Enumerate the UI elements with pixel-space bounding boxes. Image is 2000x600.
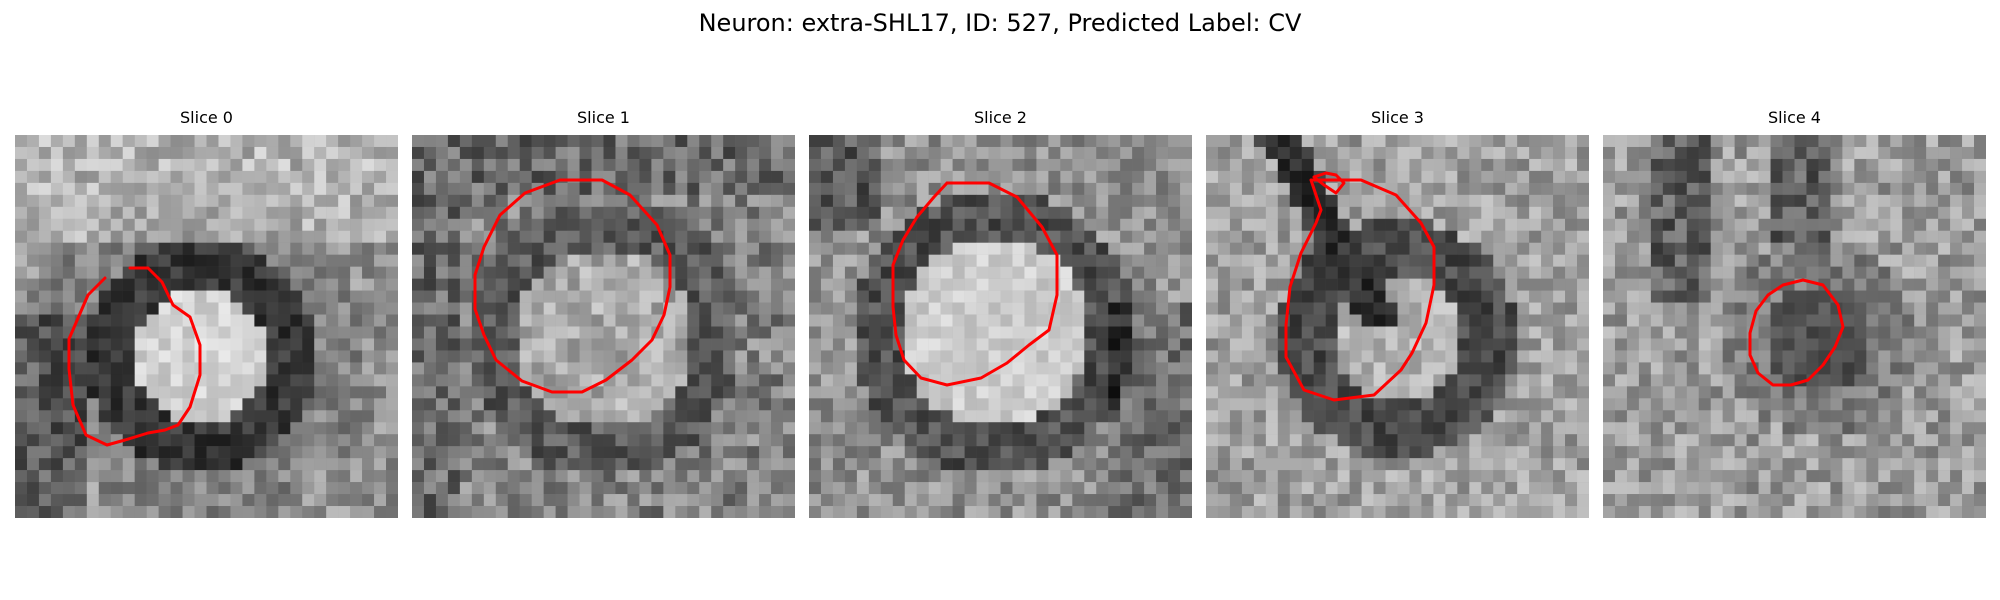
micrograph-pixels bbox=[1603, 135, 1986, 518]
slice-title-4: Slice 4 bbox=[1768, 108, 1821, 127]
slice-image-4 bbox=[1603, 135, 1986, 518]
slice-panel-0: Slice 0 bbox=[15, 108, 398, 520]
slice-panel-4: Slice 4 bbox=[1603, 108, 1986, 520]
segmentation-contour-0 bbox=[67, 266, 202, 447]
micrograph-pixels bbox=[1206, 135, 1589, 518]
slice-title-0: Slice 0 bbox=[180, 108, 233, 127]
micrograph-pixels bbox=[809, 135, 1192, 518]
slice-image-0 bbox=[15, 135, 398, 518]
segmentation-contour-1 bbox=[473, 178, 672, 394]
slice-panel-1: Slice 1 bbox=[412, 108, 795, 520]
slice-image-2 bbox=[809, 135, 1192, 518]
slice-image-3 bbox=[1206, 135, 1589, 518]
slice-title-2: Slice 2 bbox=[974, 108, 1027, 127]
slice-title-1: Slice 1 bbox=[577, 108, 630, 127]
segmentation-contour-2 bbox=[891, 181, 1059, 387]
segmentation-contour-4 bbox=[1748, 278, 1845, 387]
slice-panel-3: Slice 3 bbox=[1206, 108, 1589, 520]
micrograph-pixels bbox=[15, 135, 398, 518]
segmentation-contour-3-fragment bbox=[1312, 171, 1346, 195]
segmentation-contour-3 bbox=[1284, 178, 1436, 402]
slice-panel-2: Slice 2 bbox=[809, 108, 1192, 520]
slice-image-1 bbox=[412, 135, 795, 518]
figure-title: Neuron: extra-SHL17, ID: 527, Predicted … bbox=[698, 9, 1302, 37]
slice-title-3: Slice 3 bbox=[1371, 108, 1424, 127]
micrograph-pixels bbox=[412, 135, 795, 518]
